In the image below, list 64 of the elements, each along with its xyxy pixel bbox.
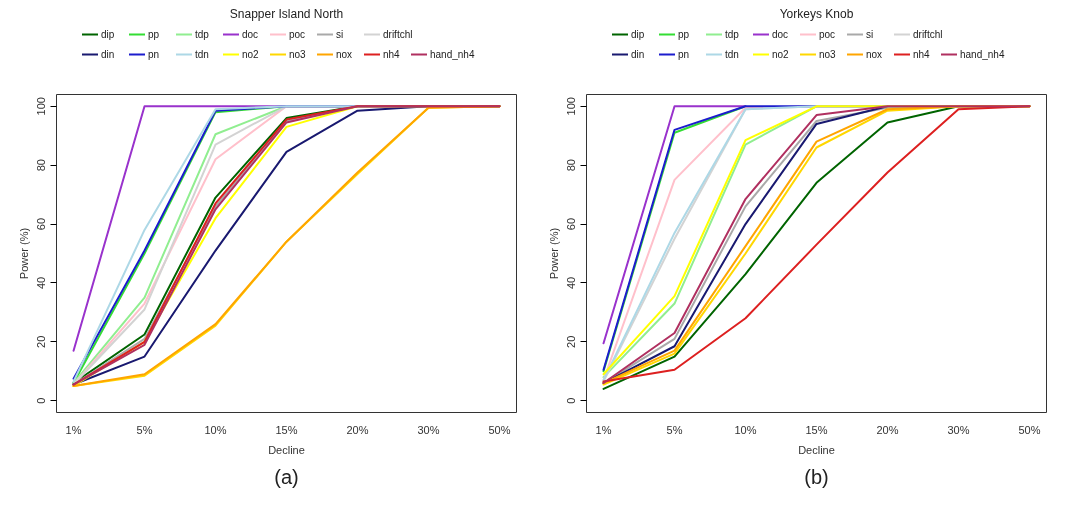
x-tick-label: 15% xyxy=(805,423,828,436)
legend-label: poc xyxy=(289,28,307,40)
legend-label: tdp xyxy=(725,28,740,40)
x-tick-label: 1% xyxy=(595,423,612,436)
y-axis-title: Power (%) xyxy=(547,227,560,280)
x-tick-label: 5% xyxy=(666,423,683,436)
legend-label: dip xyxy=(101,28,116,40)
legend-label: doc xyxy=(242,28,260,40)
x-tick-label: 50% xyxy=(1018,423,1041,436)
chart-title: Snapper Island North xyxy=(229,6,344,21)
y-tick-label: 60 xyxy=(565,217,578,231)
x-tick-label: 10% xyxy=(734,423,757,436)
y-tick-label: 100 xyxy=(565,97,578,116)
legend-label: din xyxy=(101,48,116,60)
legend-label: pp xyxy=(678,28,691,40)
y-tick-label: 40 xyxy=(565,276,578,290)
chart-title: Yorkeys Knob xyxy=(779,6,854,21)
legend-label: nh4 xyxy=(913,48,931,60)
y-tick-label: 80 xyxy=(35,159,48,172)
legend-label: no2 xyxy=(772,48,790,60)
text: (b) xyxy=(804,465,829,488)
legend-label: no3 xyxy=(289,48,307,60)
legend-label: dip xyxy=(631,28,646,40)
x-axis-title: Decline xyxy=(798,443,835,456)
x-tick-label: 15% xyxy=(275,423,298,436)
x-tick-label: 10% xyxy=(204,423,227,436)
x-tick-label: 1% xyxy=(65,423,82,436)
y-tick-label: 40 xyxy=(35,276,48,290)
legend-label: si xyxy=(336,28,345,40)
x-tick-label: 30% xyxy=(947,423,970,436)
legend-label: nox xyxy=(336,48,354,60)
x-tick-label: 20% xyxy=(346,423,369,436)
y-tick-label: 60 xyxy=(35,217,48,231)
legend-label: tdn xyxy=(195,48,210,60)
legend-label: nh4 xyxy=(383,48,401,60)
y-tick-label: 0 xyxy=(565,397,578,404)
legend-label: hand_nh4 xyxy=(430,48,475,60)
legend-label: poc xyxy=(819,28,837,40)
legend-label: tdn xyxy=(725,48,740,60)
x-tick-label: 5% xyxy=(136,423,153,436)
y-tick-label: 100 xyxy=(35,97,48,116)
x-axis-title: Decline xyxy=(268,443,305,456)
legend-label: si xyxy=(866,28,875,40)
legend-label: driftchl xyxy=(913,28,943,40)
legend-label: no3 xyxy=(819,48,837,60)
legend-label: pp xyxy=(148,28,161,40)
legend-label: driftchl xyxy=(383,28,413,40)
legend-label: pn xyxy=(678,48,691,60)
legend-label: tdp xyxy=(195,28,210,40)
legend-label: din xyxy=(631,48,646,60)
y-tick-label: 20 xyxy=(565,335,578,348)
legend-label: hand_nh4 xyxy=(960,48,1005,60)
legend-label: nox xyxy=(866,48,884,60)
legend-label: pn xyxy=(148,48,161,60)
y-tick-label: 0 xyxy=(35,397,48,404)
y-tick-label: 80 xyxy=(565,159,578,172)
y-axis-title: Power (%) xyxy=(17,227,30,280)
legend-label: doc xyxy=(772,28,790,40)
x-tick-label: 30% xyxy=(417,423,440,436)
y-tick-label: 20 xyxy=(35,335,48,348)
legend-label: no2 xyxy=(242,48,260,60)
x-tick-label: 50% xyxy=(488,423,511,436)
text: (a) xyxy=(274,465,299,488)
x-tick-label: 20% xyxy=(876,423,899,436)
